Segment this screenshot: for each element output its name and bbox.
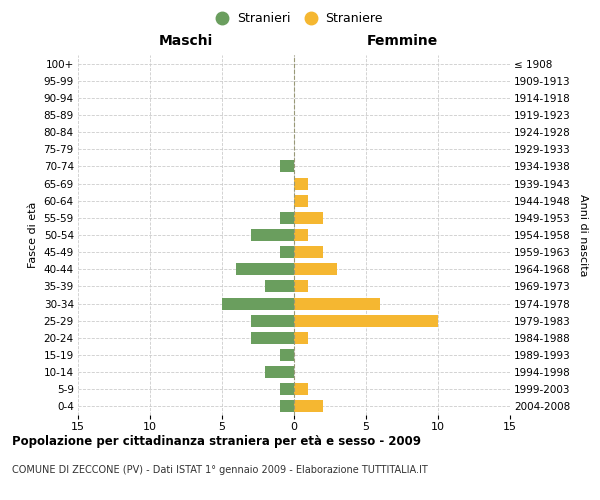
- Bar: [294, 178, 308, 190]
- Bar: [251, 229, 294, 241]
- Bar: [265, 366, 294, 378]
- Bar: [294, 400, 323, 412]
- Bar: [280, 212, 294, 224]
- Y-axis label: Fasce di età: Fasce di età: [28, 202, 38, 268]
- Bar: [280, 400, 294, 412]
- Y-axis label: Anni di nascita: Anni di nascita: [578, 194, 587, 276]
- Legend: Stranieri, Straniere: Stranieri, Straniere: [213, 8, 387, 29]
- Bar: [280, 160, 294, 172]
- Bar: [294, 229, 308, 241]
- Bar: [294, 314, 438, 326]
- Bar: [294, 332, 308, 344]
- Bar: [251, 332, 294, 344]
- Bar: [294, 384, 308, 396]
- Bar: [280, 384, 294, 396]
- Bar: [294, 212, 323, 224]
- Bar: [236, 264, 294, 276]
- Bar: [265, 280, 294, 292]
- Bar: [294, 298, 380, 310]
- Bar: [294, 280, 308, 292]
- Bar: [294, 264, 337, 276]
- Bar: [294, 194, 308, 206]
- Bar: [294, 246, 323, 258]
- Text: Femmine: Femmine: [367, 34, 437, 48]
- Text: Popolazione per cittadinanza straniera per età e sesso - 2009: Popolazione per cittadinanza straniera p…: [12, 435, 421, 448]
- Bar: [222, 298, 294, 310]
- Bar: [251, 314, 294, 326]
- Bar: [280, 246, 294, 258]
- Text: COMUNE DI ZECCONE (PV) - Dati ISTAT 1° gennaio 2009 - Elaborazione TUTTITALIA.IT: COMUNE DI ZECCONE (PV) - Dati ISTAT 1° g…: [12, 465, 428, 475]
- Text: Maschi: Maschi: [159, 34, 213, 48]
- Bar: [280, 349, 294, 361]
